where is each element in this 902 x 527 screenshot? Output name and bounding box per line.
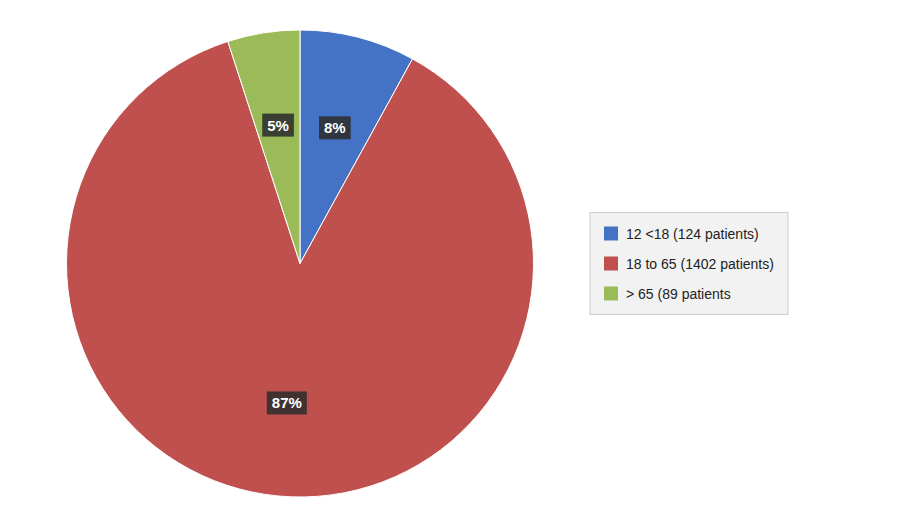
legend-label: 18 to 65 (1402 patients) xyxy=(626,256,774,272)
data-label-box xyxy=(319,116,351,139)
data-labels: 8% 87% 5% xyxy=(262,114,350,415)
pie-slice xyxy=(228,30,300,264)
data-label-group: 87% xyxy=(267,391,307,414)
data-label-box xyxy=(262,114,294,137)
legend-swatch xyxy=(604,257,618,271)
data-label-group: 5% xyxy=(262,114,294,137)
legend-swatch xyxy=(604,227,618,241)
legend-label: > 65 (89 patients xyxy=(626,286,731,302)
legend-label: 12 <18 (124 patients) xyxy=(626,226,759,242)
legend-box xyxy=(590,213,788,315)
legend: 12 <18 (124 patients) 18 to 65 (1402 pati… xyxy=(590,213,788,315)
legend-item: 18 to 65 (1402 patients) xyxy=(604,256,774,272)
legend-item: 12 <18 (124 patients) xyxy=(604,226,759,242)
data-label: 5% xyxy=(267,117,289,134)
data-label-box xyxy=(267,391,307,414)
legend-items: 12 <18 (124 patients) 18 to 65 (1402 pati… xyxy=(604,226,774,302)
data-label: 8% xyxy=(324,119,346,136)
pie xyxy=(66,30,533,497)
data-label-group: 8% xyxy=(319,116,351,139)
legend-swatch xyxy=(604,287,618,301)
chart: 8% 87% 5% 12 <18 (124 patients) 18 to 65 (14… xyxy=(0,0,902,527)
legend-item: > 65 (89 patients xyxy=(604,286,731,302)
data-label: 87% xyxy=(272,394,302,411)
